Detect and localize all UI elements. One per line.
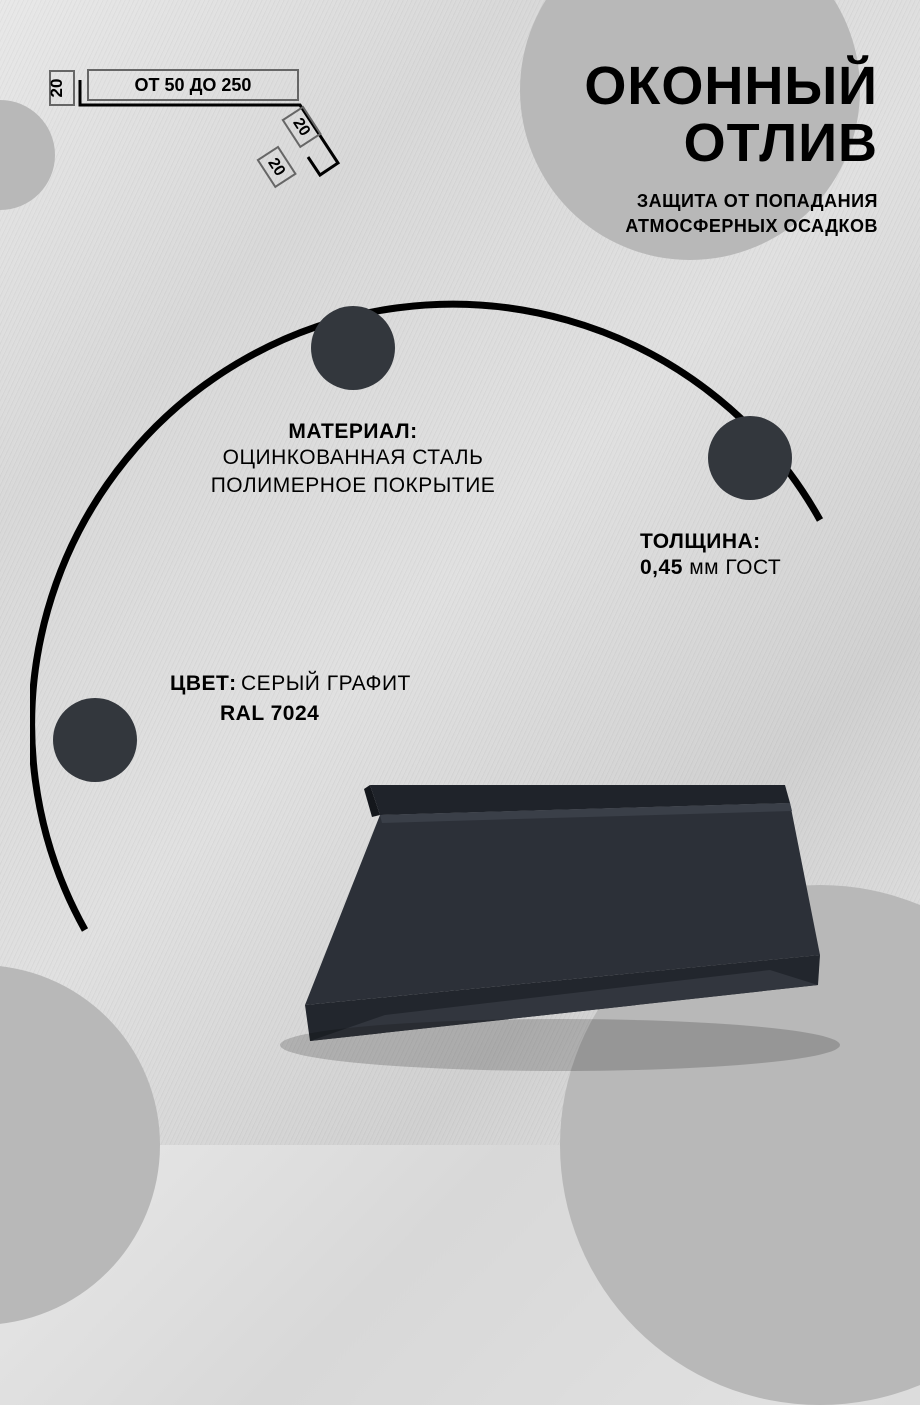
dimension-diagram: ОТ 50 ДО 250 20 20 20 (20, 45, 400, 245)
material-label: МАТЕРИАЛ: (178, 420, 528, 444)
title-block: ОКОННЫЙ ОТЛИВ ЗАЩИТА ОТ ПОПАДАНИЯ АТМОСФ… (584, 58, 878, 238)
color-code: RAL 7024 (220, 702, 500, 726)
thickness-label: ТОЛЩИНА: (640, 530, 890, 554)
material-line-2: ПОЛИМЕРНОЕ ПОКРЫТИЕ (178, 472, 528, 500)
thickness-value: 0,45 мм ГОСТ (640, 554, 890, 582)
dot-thickness (708, 416, 792, 500)
info-color: ЦВЕТ: СЕРЫЙ ГРАФИТ RAL 7024 (170, 670, 500, 726)
subtitle: ЗАЩИТА ОТ ПОПАДАНИЯ АТМОСФЕРНЫХ ОСАДКОВ (584, 189, 878, 238)
product-render (230, 725, 850, 1105)
dim-1: 20 (47, 79, 66, 98)
subtitle-line-1: ЗАЩИТА ОТ ПОПАДАНИЯ (584, 189, 878, 213)
content: ОКОННЫЙ ОТЛИВ ЗАЩИТА ОТ ПОПАДАНИЯ АТМОСФ… (0, 0, 920, 1145)
subtitle-line-2: АТМОСФЕРНЫХ ОСАДКОВ (584, 214, 878, 238)
dot-color (53, 698, 137, 782)
title-line-1: ОКОННЫЙ (584, 58, 878, 115)
info-material: МАТЕРИАЛ: ОЦИНКОВАННАЯ СТАЛЬ ПОЛИМЕРНОЕ … (178, 420, 528, 501)
info-thickness: ТОЛЩИНА: 0,45 мм ГОСТ (640, 530, 890, 582)
color-line-1: ЦВЕТ: СЕРЫЙ ГРАФИТ (170, 670, 500, 698)
dot-material (311, 306, 395, 390)
title-line-2: ОТЛИВ (584, 115, 878, 172)
material-line-1: ОЦИНКОВАННАЯ СТАЛЬ (178, 444, 528, 472)
dim-width: ОТ 50 ДО 250 (135, 75, 252, 95)
